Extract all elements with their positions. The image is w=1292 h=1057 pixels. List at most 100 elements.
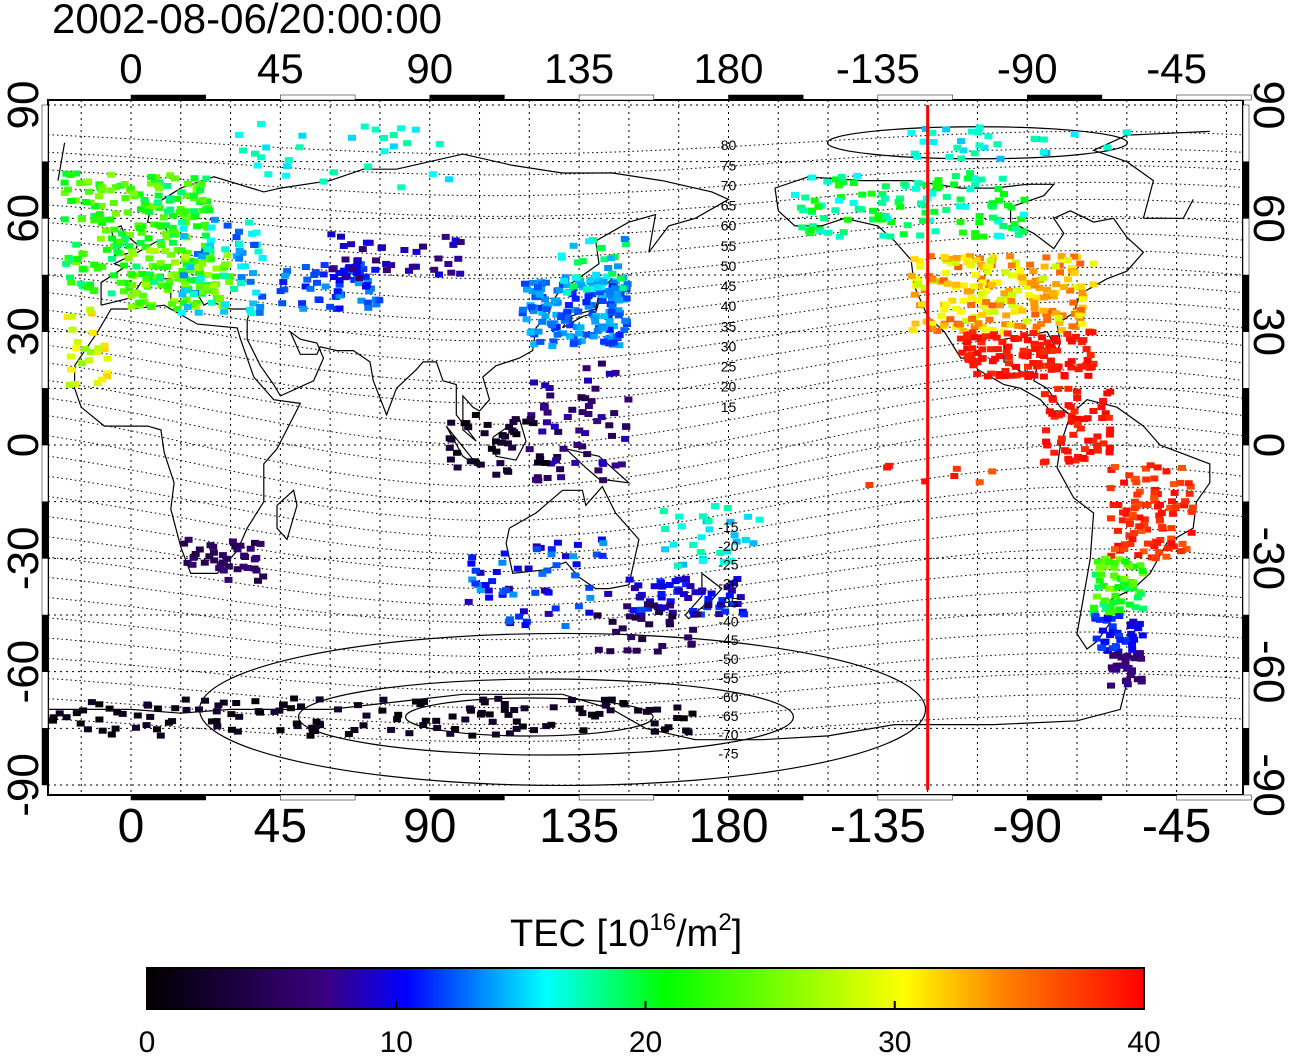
edge-bar-segment — [1242, 104, 1250, 162]
tec-observation-cell — [464, 424, 473, 431]
tec-observation-cell — [544, 589, 553, 596]
tec-observation-cell — [1092, 593, 1101, 600]
tec-observation-cell — [928, 325, 937, 332]
tec-observation-cell — [1124, 585, 1133, 592]
tec-observation-cell — [1105, 431, 1114, 438]
tec-observation-cell — [543, 475, 552, 481]
tec-observation-cell — [1130, 636, 1139, 643]
tec-observation-cell — [975, 142, 984, 149]
tec-observation-cell — [333, 288, 342, 295]
tec-observation-cell — [1105, 585, 1114, 592]
tec-observation-cell — [867, 190, 876, 197]
tec-observation-cell — [979, 302, 987, 309]
tec-observation-cell — [446, 456, 455, 463]
tec-observation-cell — [1071, 457, 1080, 464]
tec-observation-cell — [193, 223, 202, 230]
magnetic-pole-contour — [404, 697, 654, 737]
tec-observation-cell — [594, 277, 603, 284]
contour-label: -35 — [718, 594, 738, 610]
tec-observation-cell — [365, 288, 374, 295]
tec-observation-cell — [593, 612, 602, 619]
magnetic-contour — [48, 385, 1243, 467]
tec-observation-cell — [1117, 654, 1126, 661]
tec-observation-cell — [1014, 287, 1023, 294]
tec-observation-cell — [498, 591, 507, 598]
tec-observation-cell — [153, 726, 161, 733]
tec-observation-cell — [650, 728, 659, 735]
tec-observation-cell — [1103, 390, 1112, 397]
tec-observation-cell — [394, 711, 403, 718]
tec-observation-cell — [118, 710, 127, 717]
tec-observation-cell — [942, 193, 951, 200]
tec-observation-cell — [162, 222, 171, 229]
tec-observation-cell — [1057, 435, 1066, 442]
tec-observation-cell — [928, 190, 937, 197]
tec-observation-cell — [1105, 449, 1114, 456]
tec-observation-cell — [698, 557, 707, 564]
tec-observation-cell — [605, 370, 614, 377]
tec-observation-cell — [1008, 272, 1017, 279]
tec-observation-cell — [533, 284, 542, 291]
tec-observation-cell — [195, 706, 203, 713]
tec-observation-cell — [597, 360, 606, 367]
tec-observation-cell — [1014, 322, 1023, 329]
tec-observation-cell — [1032, 294, 1041, 301]
tec-observation-cell — [168, 239, 177, 246]
tec-observation-cell — [1007, 298, 1016, 304]
tec-observation-cell — [315, 297, 324, 303]
tec-observation-cell — [184, 536, 193, 543]
tec-observation-cell — [993, 141, 1002, 148]
tec-observation-cell — [448, 713, 457, 720]
tec-observation-cell — [315, 696, 324, 703]
tec-observation-cell — [1093, 447, 1102, 454]
tec-observation-cell — [133, 712, 142, 719]
tec-observation-cell — [454, 255, 463, 262]
tec-observation-cell — [1167, 540, 1176, 547]
tec-observation-cell — [968, 128, 976, 135]
tec-observation-cell — [1024, 371, 1033, 378]
tec-observation-cell — [1001, 269, 1010, 276]
tec-observation-cell — [696, 549, 705, 555]
tec-observation-cell — [988, 200, 997, 207]
tec-observation-cell — [998, 175, 1007, 182]
tec-observation-cell — [630, 585, 639, 592]
tec-observation-cell — [111, 725, 120, 732]
tec-observation-cell — [744, 513, 753, 520]
tec-observation-cell — [1030, 135, 1039, 142]
tec-observation-cell — [186, 257, 195, 264]
tec-observation-cell — [1137, 675, 1146, 682]
tec-observation-cell — [968, 329, 977, 336]
tec-observation-cell — [684, 634, 693, 641]
tec-observation-cell — [86, 306, 95, 313]
edge-bar-segment — [429, 794, 505, 801]
tec-observation-cell — [878, 191, 887, 198]
tec-observation-cell — [471, 567, 480, 574]
tec-observation-cell — [679, 715, 688, 722]
tec-observation-cell — [896, 195, 905, 202]
magnetic-contour — [48, 589, 1243, 641]
tec-observation-cell — [79, 707, 88, 714]
contour-label: 55 — [721, 238, 737, 254]
tec-observation-cell — [1017, 216, 1026, 223]
tec-observation-cell — [1018, 323, 1027, 330]
tec-observation-cell — [1076, 307, 1085, 313]
tec-observation-cell — [723, 548, 732, 555]
tec-observation-cell — [1101, 638, 1110, 645]
tec-observation-cell — [921, 182, 930, 188]
tec-observation-cell — [989, 254, 998, 261]
tec-observation-cell — [999, 223, 1008, 229]
tec-observation-cell — [1017, 371, 1026, 378]
tec-observation-cell — [174, 274, 183, 281]
tec-observation-cell — [979, 233, 988, 240]
tec-observation-cell — [128, 248, 137, 255]
tec-observation-cell — [335, 281, 344, 288]
tec-observation-cell — [145, 271, 154, 278]
tec-observation-cell — [1181, 498, 1189, 505]
tec-observation-cell — [480, 430, 489, 437]
tec-observation-cell — [364, 304, 373, 311]
tec-observation-cell — [1052, 310, 1061, 317]
tec-observation-cell — [615, 342, 624, 349]
tec-observation-cell — [124, 255, 133, 262]
lon-tick-label: 45 — [254, 800, 307, 853]
tec-observation-cell — [950, 181, 959, 188]
